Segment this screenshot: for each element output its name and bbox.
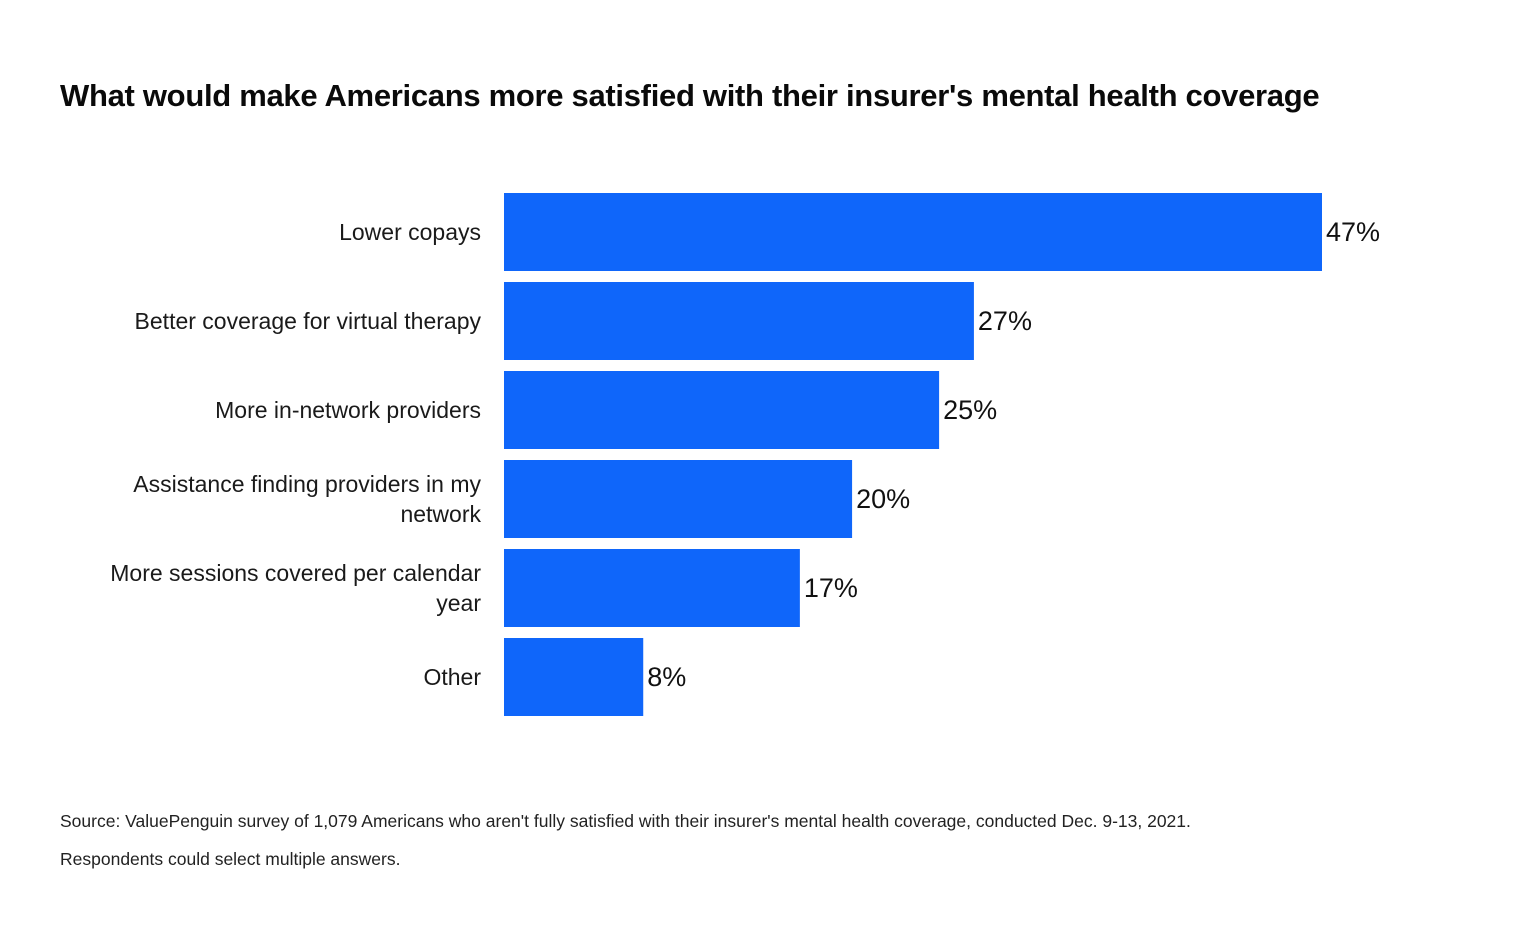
- value-label: 25%: [943, 395, 997, 425]
- category-label-line: Lower copays: [339, 219, 481, 245]
- bar: [504, 282, 974, 360]
- value-label: 8%: [647, 662, 686, 692]
- category-label-line: More sessions covered per calendar: [110, 560, 481, 586]
- value-label: 27%: [978, 306, 1032, 336]
- category-label-line: network: [400, 501, 481, 527]
- category-label: More sessions covered per calendar year: [110, 560, 481, 616]
- bars: [504, 193, 1322, 716]
- bar: [504, 638, 644, 716]
- bar: [504, 460, 853, 538]
- chart-title: What would make Americans more satisfied…: [60, 78, 1320, 113]
- value-label: 20%: [856, 484, 910, 514]
- category-labels: Lower copays Better coverage for virtual …: [110, 219, 481, 690]
- bar: [504, 371, 940, 449]
- bar: [504, 549, 800, 627]
- source-note: Source: ValuePenguin survey of 1,079 Ame…: [60, 802, 1460, 878]
- category-label-line: Assistance finding providers in my: [133, 471, 481, 497]
- category-label: Better coverage for virtual therapy: [135, 308, 482, 334]
- category-label-line: year: [436, 590, 481, 616]
- category-label: More in-network providers: [215, 397, 481, 423]
- category-label: Assistance finding providers in my networ…: [133, 471, 481, 527]
- category-label: Other: [423, 664, 481, 690]
- value-label: 47%: [1326, 217, 1380, 247]
- category-label-line: Other: [423, 664, 481, 690]
- value-labels: 47% 27% 25% 20% 17% 8%: [647, 217, 1380, 692]
- category-label-line: Better coverage for virtual therapy: [135, 308, 482, 334]
- respondents-note: Respondents could select multiple answer…: [60, 849, 401, 869]
- bar: [504, 193, 1322, 271]
- source-line: Source: ValuePenguin survey of 1,079 Ame…: [60, 811, 1191, 831]
- category-label-line: More in-network providers: [215, 397, 481, 423]
- value-label: 17%: [804, 573, 858, 603]
- category-label: Lower copays: [339, 219, 481, 245]
